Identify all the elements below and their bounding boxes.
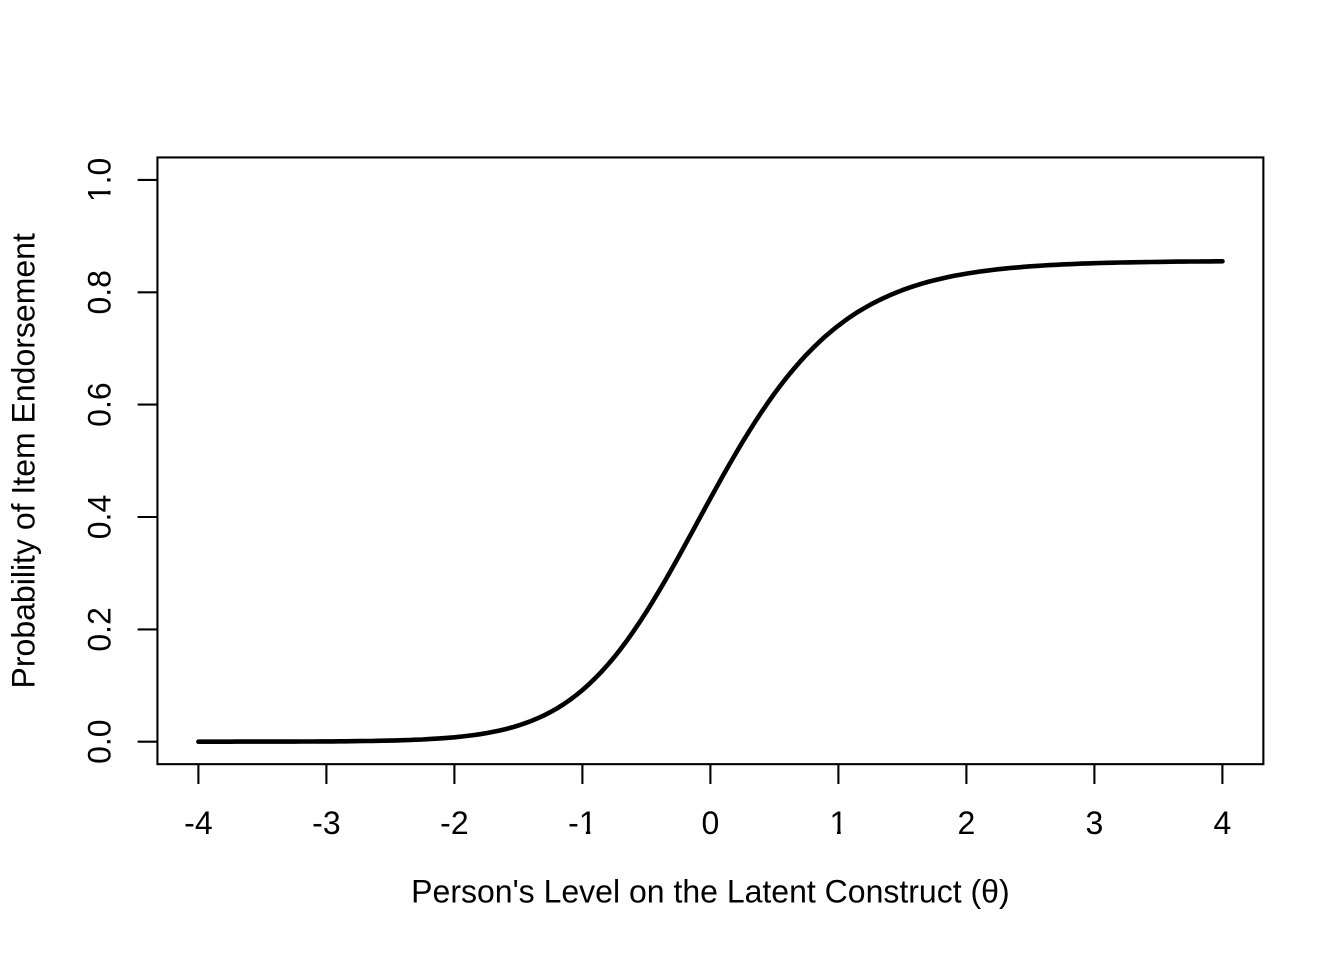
svg-text:0: 0 [702,805,720,841]
svg-text:0.4: 0.4 [82,495,118,539]
svg-text:Person's Level on the Latent C: Person's Level on the Latent Construct (… [411,873,1009,909]
svg-text:0.6: 0.6 [82,382,118,426]
svg-text:1: 1 [830,805,848,841]
svg-text:Probability of Item Endorsemen: Probability of Item Endorsement [5,233,41,688]
svg-text:3: 3 [1086,805,1104,841]
svg-text:2: 2 [958,805,976,841]
svg-text:4: 4 [1214,805,1232,841]
svg-text:-3: -3 [312,805,340,841]
svg-text:0.8: 0.8 [82,270,118,314]
svg-text:1.0: 1.0 [82,158,118,202]
svg-text:-4: -4 [184,805,212,841]
svg-text:-1: -1 [568,805,596,841]
svg-text:0.0: 0.0 [82,719,118,763]
svg-text:-2: -2 [440,805,468,841]
svg-text:0.2: 0.2 [82,607,118,651]
